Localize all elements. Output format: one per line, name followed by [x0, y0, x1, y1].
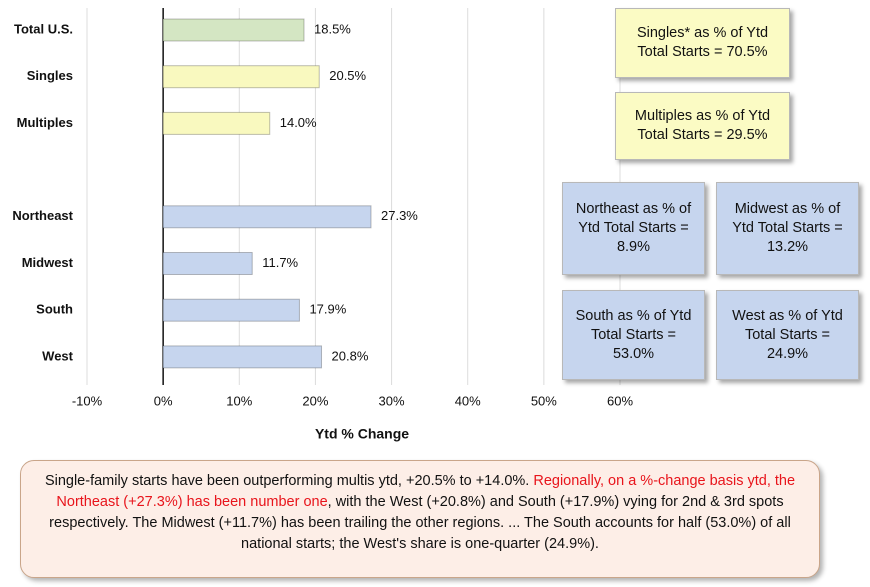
bar-label: 20.5%: [329, 68, 366, 83]
bar-label: 14.0%: [280, 115, 317, 130]
x-tick-label: -10%: [72, 393, 103, 408]
annotation-line: Total Starts = 29.5%: [637, 127, 768, 143]
bar-label: 18.5%: [314, 21, 351, 36]
bar: [162, 65, 320, 89]
bar: [162, 252, 253, 275]
annotation-box: South as % of Ytd Total Starts = 53.0%: [562, 290, 705, 380]
annotation-line: Singles* as % of Ytd: [636, 25, 769, 41]
bar-label: 17.9%: [309, 302, 346, 317]
y-tick-label: West: [42, 348, 73, 363]
annotation-line: Multiples as % of Ytd: [634, 108, 771, 124]
annotation-line: Ytd Total Starts =: [732, 220, 843, 236]
y-tick-label: Singles: [27, 68, 73, 83]
annotation-box: Multiples as % of Ytd Total Starts = 29.5…: [615, 92, 790, 160]
annotation-line: South as % of Ytd: [575, 307, 692, 324]
x-tick-label: 20%: [302, 393, 328, 408]
annotation-box: West as % of Ytd Total Starts = 24.9%: [716, 290, 859, 380]
y-tick-label: South: [36, 302, 73, 317]
y-tick-label: Midwest: [22, 255, 74, 270]
bar: [162, 111, 271, 135]
annotation-line: 24.9%: [766, 345, 809, 362]
x-tick-label: 30%: [379, 393, 405, 408]
annotation-line: Midwest as % of: [734, 201, 841, 217]
annotation-box: Northeast as % of Ytd Total Starts = 8.9%: [562, 182, 705, 275]
annotation-line: Northeast as % of: [575, 201, 692, 217]
note-text: Single-family starts have been outperfor…: [44, 473, 534, 489]
x-tick-label: 40%: [455, 393, 481, 408]
bar-label: 20.8%: [332, 348, 369, 363]
note-text: , with the West (+20.8%) and South (+17.…: [49, 494, 791, 552]
x-axis-label: Ytd % Change: [315, 426, 409, 442]
bar: [162, 345, 323, 369]
x-tick-label: 0%: [154, 393, 173, 408]
note-text: Regionally, on a %-change basis ytd, the…: [56, 473, 796, 510]
bar: [162, 205, 372, 229]
annotation-box: Midwest as % of Ytd Total Starts = 13.2%: [716, 182, 859, 275]
note: Single-family starts have been outperfor…: [20, 460, 820, 578]
bar: [162, 18, 305, 42]
x-tick-label: 10%: [226, 393, 252, 408]
bar-label: 11.7%: [262, 255, 298, 270]
annotation-line: Total Starts =: [590, 326, 677, 343]
x-tick-label: 50%: [531, 393, 557, 408]
y-tick-label: Multiples: [17, 115, 73, 130]
annotation-line: Total Starts =: [744, 326, 831, 343]
bar-label: 27.3%: [381, 208, 418, 223]
annotation-line: West as % of Ytd: [732, 307, 843, 324]
y-tick-label: Northeast: [12, 208, 73, 223]
annotation-box: Singles* as % of Ytd Total Starts = 70.5%: [615, 8, 790, 78]
annotation-line: Ytd Total Starts =: [578, 220, 689, 236]
annotation-line: 8.9%: [616, 239, 651, 255]
y-tick-label: Total U.S.: [14, 21, 73, 36]
x-tick-label: 60%: [607, 393, 633, 408]
annotation-line: 53.0%: [612, 345, 655, 362]
annotation-line: Total Starts = 70.5%: [637, 44, 768, 60]
bar: [162, 298, 300, 322]
annotation-line: 13.2%: [766, 239, 809, 255]
